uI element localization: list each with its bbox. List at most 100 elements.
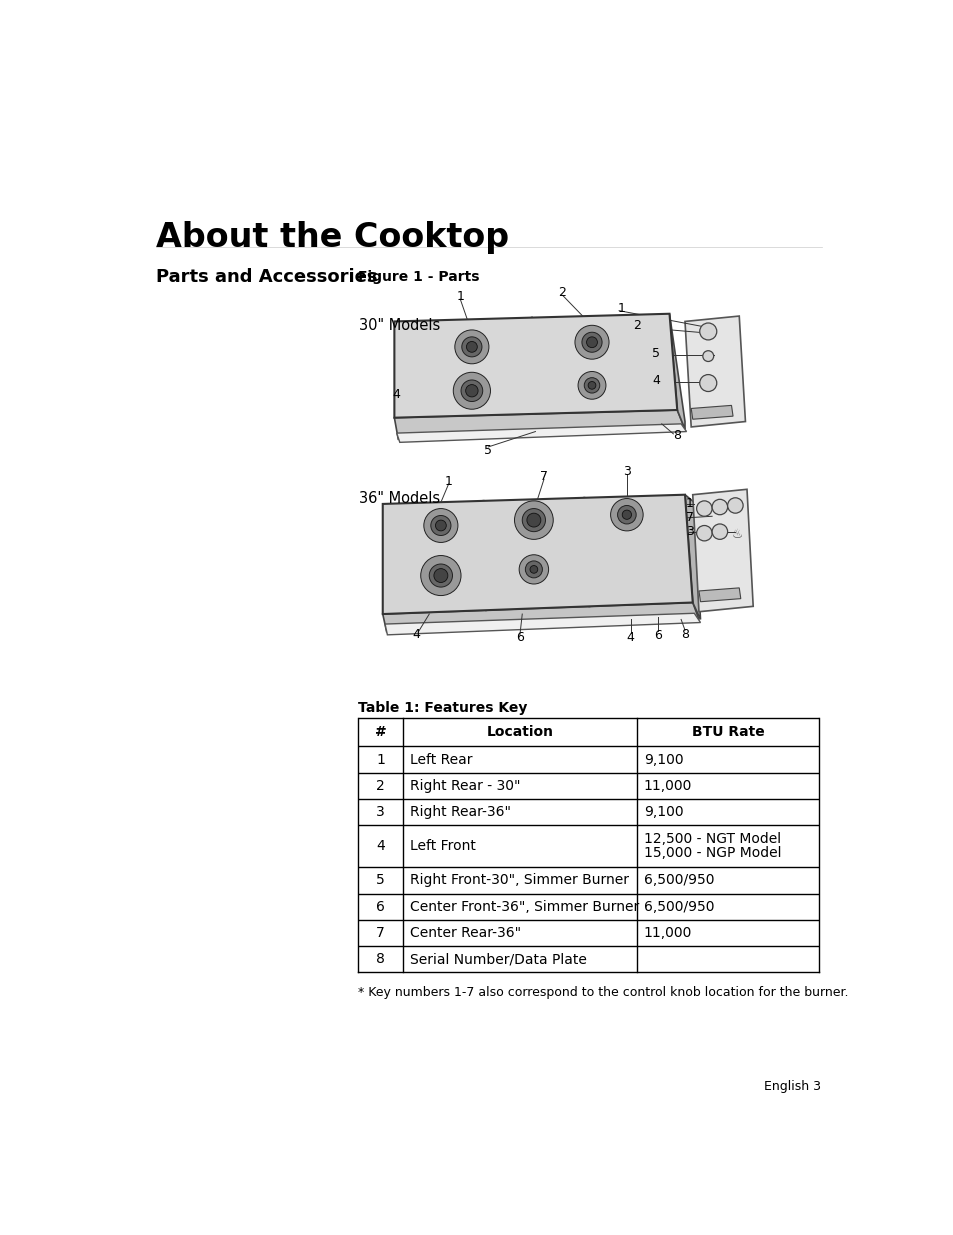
Text: 4: 4 xyxy=(375,840,384,853)
Text: 15,000 - NGP Model: 15,000 - NGP Model xyxy=(643,846,781,860)
Text: 12,500 - NGT Model: 12,500 - NGT Model xyxy=(643,832,781,846)
Text: Center Front-36", Simmer Burner: Center Front-36", Simmer Burner xyxy=(410,899,639,914)
Circle shape xyxy=(696,501,711,516)
Text: 11,000: 11,000 xyxy=(643,926,692,940)
Text: Figure 1 - Parts: Figure 1 - Parts xyxy=(357,270,479,284)
Polygon shape xyxy=(684,316,744,427)
Polygon shape xyxy=(396,424,686,442)
Text: 1: 1 xyxy=(456,290,464,304)
Text: 30" Models: 30" Models xyxy=(359,317,440,332)
Circle shape xyxy=(461,337,481,357)
Text: Serial Number/Data Plate: Serial Number/Data Plate xyxy=(410,952,586,966)
Circle shape xyxy=(702,351,713,362)
Text: 2: 2 xyxy=(375,779,384,793)
Text: 6: 6 xyxy=(375,899,384,914)
Text: 7: 7 xyxy=(375,926,384,940)
Polygon shape xyxy=(382,603,699,632)
Text: Left Front: Left Front xyxy=(410,840,476,853)
Circle shape xyxy=(583,378,599,393)
Text: 8: 8 xyxy=(680,629,688,641)
Text: Center Rear-36": Center Rear-36" xyxy=(410,926,520,940)
Circle shape xyxy=(587,382,596,389)
Polygon shape xyxy=(394,410,684,440)
Polygon shape xyxy=(394,314,677,417)
Text: 6: 6 xyxy=(653,629,661,642)
Circle shape xyxy=(434,568,447,583)
Text: 8: 8 xyxy=(673,429,680,442)
Circle shape xyxy=(429,564,452,587)
Text: ♨: ♨ xyxy=(731,529,741,541)
Text: Parts and Accessories: Parts and Accessories xyxy=(155,268,376,285)
Text: 6: 6 xyxy=(516,631,523,645)
Circle shape xyxy=(518,555,548,584)
Circle shape xyxy=(420,556,460,595)
Text: Location: Location xyxy=(486,725,553,740)
Text: 7: 7 xyxy=(539,471,547,483)
Text: 1: 1 xyxy=(444,475,452,488)
Text: 5: 5 xyxy=(375,873,384,888)
Polygon shape xyxy=(692,489,753,611)
Text: 3: 3 xyxy=(375,805,384,819)
Polygon shape xyxy=(691,405,732,419)
Circle shape xyxy=(453,372,490,409)
Text: About the Cooktop: About the Cooktop xyxy=(155,221,508,254)
Polygon shape xyxy=(385,614,700,635)
Circle shape xyxy=(699,374,716,391)
Text: 4: 4 xyxy=(393,388,400,401)
Circle shape xyxy=(514,501,553,540)
Circle shape xyxy=(460,380,482,401)
Text: BTU Rate: BTU Rate xyxy=(691,725,763,740)
Circle shape xyxy=(455,330,488,364)
Circle shape xyxy=(521,509,545,531)
Circle shape xyxy=(610,499,642,531)
Text: 7: 7 xyxy=(685,511,693,525)
Circle shape xyxy=(525,561,542,578)
Text: Right Rear-36": Right Rear-36" xyxy=(410,805,511,819)
Circle shape xyxy=(575,325,608,359)
Circle shape xyxy=(530,566,537,573)
Polygon shape xyxy=(669,314,684,430)
Polygon shape xyxy=(699,588,740,601)
Text: 36" Models: 36" Models xyxy=(359,490,440,506)
Text: 4: 4 xyxy=(652,374,659,388)
Text: 5: 5 xyxy=(483,445,492,457)
Circle shape xyxy=(431,515,451,536)
Circle shape xyxy=(696,526,711,541)
Circle shape xyxy=(423,509,457,542)
Text: 6,500/950: 6,500/950 xyxy=(643,899,714,914)
Text: 2: 2 xyxy=(633,319,640,332)
Text: 5: 5 xyxy=(652,347,659,361)
Text: 9,100: 9,100 xyxy=(643,752,683,767)
Circle shape xyxy=(465,384,477,396)
Circle shape xyxy=(435,520,446,531)
Circle shape xyxy=(578,372,605,399)
Circle shape xyxy=(711,524,727,540)
Circle shape xyxy=(526,514,540,527)
Text: 1: 1 xyxy=(375,752,384,767)
Polygon shape xyxy=(382,495,692,614)
Text: Table 1: Features Key: Table 1: Features Key xyxy=(357,701,527,715)
Text: 6,500/950: 6,500/950 xyxy=(643,873,714,888)
Circle shape xyxy=(621,510,631,520)
Text: 1: 1 xyxy=(685,498,693,510)
Polygon shape xyxy=(684,495,700,620)
Text: * Key numbers 1-7 also correspond to the control knob location for the burner.: * Key numbers 1-7 also correspond to the… xyxy=(357,986,847,999)
Text: 3: 3 xyxy=(685,525,693,538)
Text: Left Rear: Left Rear xyxy=(410,752,472,767)
Text: 9,100: 9,100 xyxy=(643,805,683,819)
Circle shape xyxy=(581,332,601,352)
Text: 11,000: 11,000 xyxy=(643,779,692,793)
Circle shape xyxy=(617,505,636,524)
Text: English 3: English 3 xyxy=(763,1079,821,1093)
Text: Right Rear - 30": Right Rear - 30" xyxy=(410,779,519,793)
Text: #: # xyxy=(375,725,386,740)
Circle shape xyxy=(466,341,476,352)
Circle shape xyxy=(699,324,716,340)
Text: 8: 8 xyxy=(375,952,384,966)
Text: 4: 4 xyxy=(412,629,419,641)
Text: 2: 2 xyxy=(558,287,566,299)
Circle shape xyxy=(586,337,597,347)
Circle shape xyxy=(727,498,742,514)
Circle shape xyxy=(711,499,727,515)
Text: Right Front-30", Simmer Burner: Right Front-30", Simmer Burner xyxy=(410,873,628,888)
